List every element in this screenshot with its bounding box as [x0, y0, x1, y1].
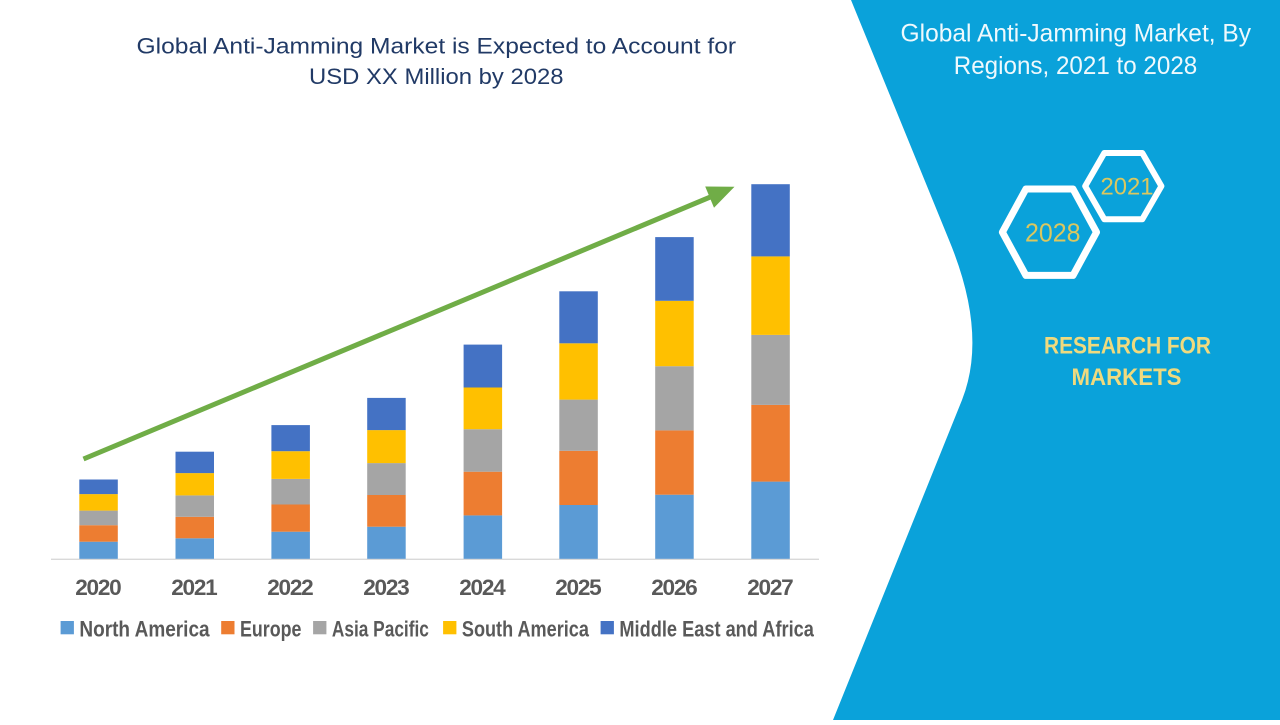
svg-text:Global Anti-Jamming Market is: Global Anti-Jamming Market is Expected t…	[137, 33, 737, 58]
svg-text:Regions, 2021 to 2028: Regions, 2021 to 2028	[954, 52, 1198, 80]
svg-text:MARKETS: MARKETS	[1072, 364, 1182, 391]
svg-text:2024: 2024	[459, 575, 506, 600]
svg-text:Global Anti-Jamming Market, By: Global Anti-Jamming Market, By	[901, 19, 1252, 47]
svg-text:2027: 2027	[747, 575, 794, 600]
svg-text:RESEARCH FOR: RESEARCH FOR	[1044, 333, 1211, 360]
svg-text:2021: 2021	[171, 575, 218, 600]
svg-text:Middle East and Africa: Middle East and Africa	[619, 616, 814, 641]
svg-text:Europe: Europe	[240, 616, 301, 641]
svg-text:2026: 2026	[651, 575, 698, 600]
svg-text:2020: 2020	[75, 575, 122, 600]
svg-text:Asia Pacific: Asia Pacific	[332, 616, 429, 641]
svg-text:2028: 2028	[1025, 220, 1081, 248]
svg-text:South America: South America	[462, 616, 590, 641]
svg-text:2021: 2021	[1101, 173, 1154, 200]
svg-text:2023: 2023	[363, 575, 410, 600]
svg-text:North America: North America	[79, 616, 210, 641]
svg-text:2025: 2025	[555, 575, 602, 600]
svg-text:2022: 2022	[267, 575, 314, 600]
svg-text:USD XX Million by 2028: USD XX Million by 2028	[309, 64, 564, 89]
